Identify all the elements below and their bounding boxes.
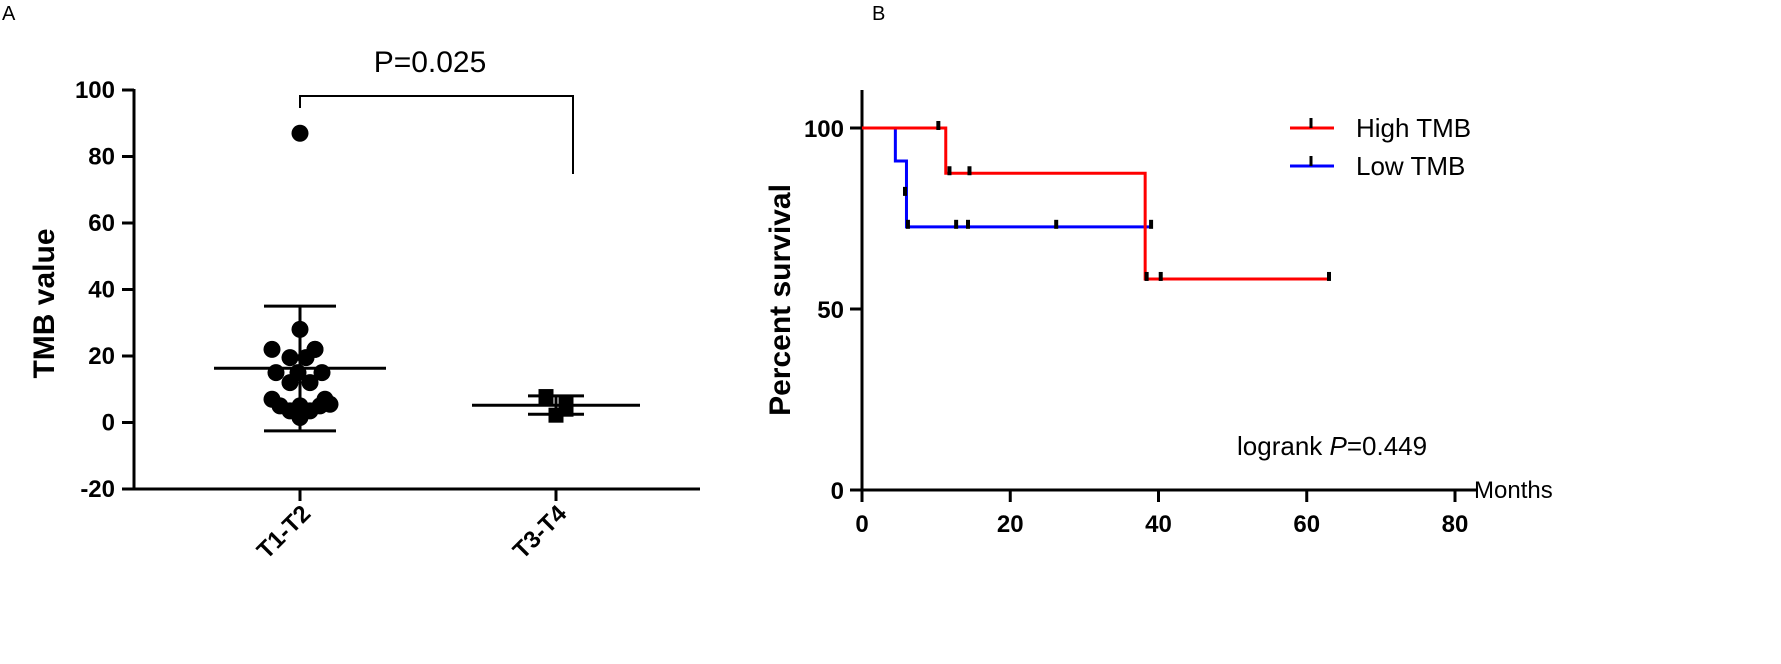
a-x-tick-label: T1-T2 [252,500,316,564]
a-y-tick-label: 0 [102,410,115,437]
panel-a-scatter-chart: -20 0 20 40 60 80 100 T1-T2 T3-T4 TMB value P=0.… [28,46,700,565]
survival-curve-high-tmb [862,126,1329,281]
b-x-tick-label: 80 [1442,511,1469,538]
data-point-circle [291,124,309,142]
panel-a-letter: A [2,3,16,25]
panel-a-error-bars [214,304,640,433]
panel-b-x-axis-title: Months [1474,477,1553,504]
a-x-tick-label: T3-T4 [508,500,573,565]
significance-bracket-line [299,95,574,174]
b-x-tick-label: 20 [997,511,1024,538]
a-y-tick-label: 60 [88,210,115,237]
a-y-tick-label: 100 [75,77,115,104]
data-point-circle [321,395,339,413]
a-y-tick-label: 80 [88,144,115,171]
logrank-annotation: logrank P=0.449 [1237,431,1427,461]
a-y-tick-label: -20 [80,476,115,503]
logrank-p-symbol: P [1330,431,1348,461]
panel-b-letter: B [872,3,885,25]
data-point-circle [267,364,285,382]
data-point-circle [281,349,299,367]
data-point-circle [297,349,315,367]
b-y-tick-label: 0 [831,478,844,505]
significance-p-value: P=0.025 [374,46,487,79]
panel-b-survival-curves [862,121,1331,281]
panel-a-data-points [263,124,574,427]
survival-curve-low-tmb [862,126,1152,229]
b-y-tick-label: 100 [804,116,844,143]
panel-b-axes [850,90,1478,502]
panel-b-legend: High TMB Low TMB [1290,113,1471,181]
legend-label-low-tmb: Low TMB [1356,151,1465,181]
panel-a-y-axis-title: TMB value [28,228,61,378]
b-x-tick-label: 40 [1145,511,1172,538]
data-point-circle [301,374,319,392]
logrank-p-value: =0.449 [1347,431,1427,461]
significance-bracket [299,95,574,174]
panel-a-axes [122,88,700,501]
panel-b-tick-labels: 0 50 100 0 20 40 60 80 [804,116,1468,538]
panel-a-tick-labels: -20 0 20 40 60 80 100 T1-T2 T3-T4 [75,77,573,565]
b-x-tick-label: 0 [855,511,868,538]
data-point-circle [263,340,281,358]
b-x-tick-label: 60 [1293,511,1320,538]
logrank-prefix: logrank [1237,431,1330,461]
b-y-tick-label: 50 [817,297,844,324]
data-point-circle [281,374,299,392]
panel-b-y-axis-title: Percent survival [764,184,797,416]
legend-label-high-tmb: High TMB [1356,113,1471,143]
a-y-tick-label: 20 [88,343,115,370]
a-y-tick-label: 40 [88,277,115,304]
